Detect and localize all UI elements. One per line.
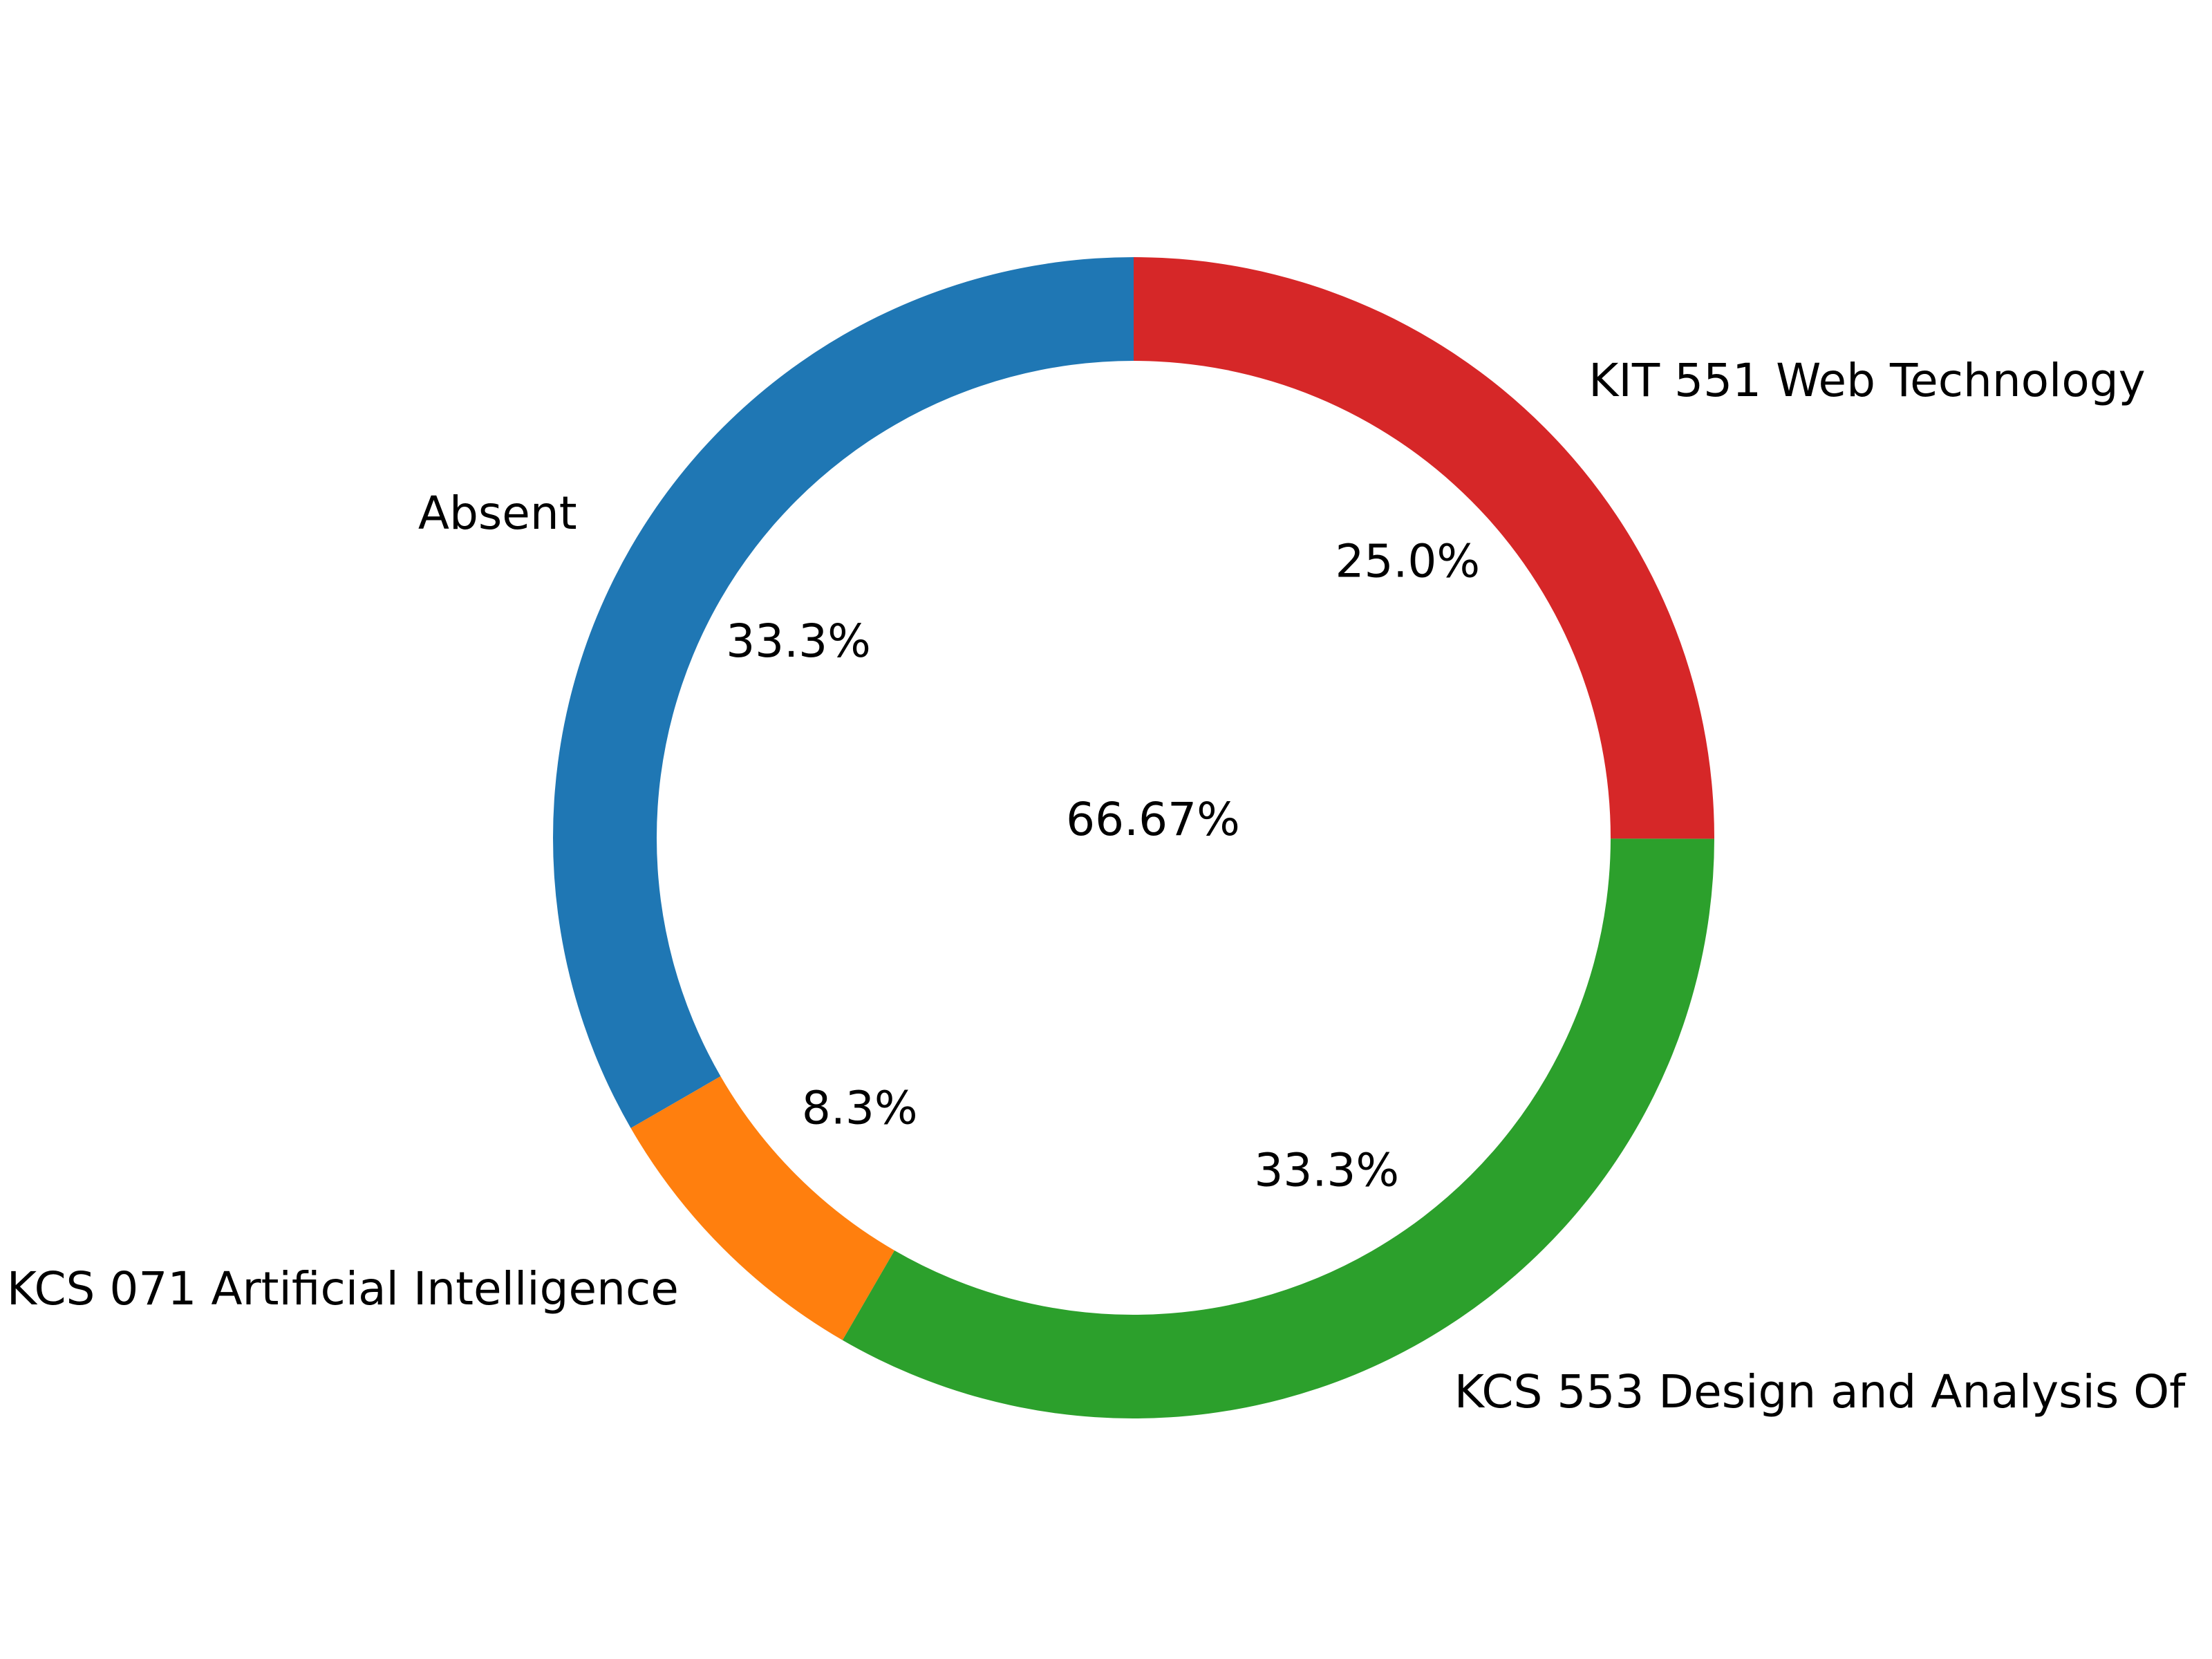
slice-percent-label: 25.0%: [1335, 534, 1480, 588]
slice-category-label: Absent: [418, 487, 577, 540]
donut-slice: [1134, 257, 1714, 839]
slice-percent-label: 33.3%: [1254, 1143, 1399, 1197]
slice-percent-label: 33.3%: [726, 615, 871, 668]
slice-percent-label: 8.3%: [802, 1082, 918, 1135]
slice-category-label: KIT 551 Web Technology: [1588, 354, 2146, 407]
donut-slice: [630, 1076, 895, 1340]
donut-slice: [552, 257, 1134, 1128]
slice-category-label: KCS 553 Design and Analysis Of: [1454, 1365, 2186, 1418]
donut-slice: [842, 838, 1714, 1419]
center-label: 66.67%: [1066, 793, 1240, 846]
donut-slices: [552, 257, 1714, 1419]
donut-labels: 33.3% Absent 8.3% KCS 071 Artificial Intell…: [7, 354, 2186, 1418]
slice-category-label: KCS 071 Artificial Intelligence: [7, 1262, 679, 1315]
